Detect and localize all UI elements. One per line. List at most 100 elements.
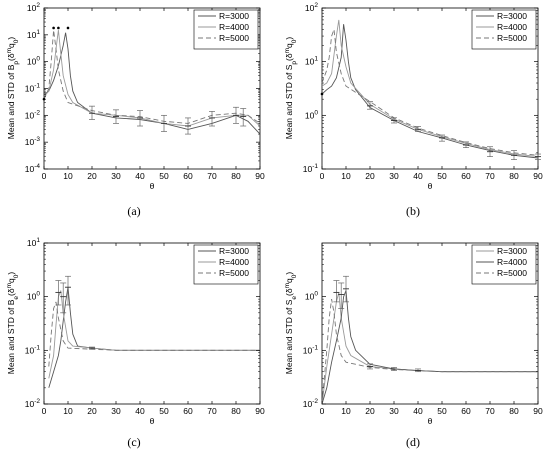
x-tick-label-a: 30	[111, 171, 121, 181]
y-tick-label-d: 100	[305, 291, 318, 302]
legend-box-c	[193, 244, 259, 285]
x-tick-label-c: 30	[111, 406, 121, 416]
y-ticks-c: 10-2 10-1 100 101	[25, 237, 260, 409]
x-tick-label-a: 80	[231, 171, 241, 181]
x-tick-label-b: 20	[365, 171, 375, 181]
x-tick-label-d: 60	[461, 406, 471, 416]
series-line-a-r4000	[43, 30, 261, 127]
caption-c: (c)	[127, 435, 140, 449]
y-ticks-d: 10-2 10-1 100	[303, 245, 538, 409]
x-tick-label-c: 0	[42, 406, 47, 416]
x-tick-label-c: 40	[135, 406, 145, 416]
x-tick-label-d: 70	[485, 406, 495, 416]
y-tick-label-a: 10-1	[25, 83, 41, 94]
marks-d	[321, 275, 538, 405]
legend-label-a: R=4000	[219, 22, 249, 32]
y-tick-label-b: 102	[305, 2, 318, 13]
legend-label-c: R=5000	[219, 268, 249, 278]
x-axis-label-c: θ	[150, 416, 155, 426]
x-tick-label-a: 70	[207, 171, 217, 181]
panel-a: 0 10 20 30 40 50 60 70 80 90 10-410-310-210-11001…	[6, 2, 265, 218]
x-tick-label-d: 20	[365, 406, 375, 416]
y-tick-label-c: 10-1	[25, 344, 41, 355]
x-tick-label-c: 90	[255, 406, 265, 416]
legend-label-d: R=3000	[497, 246, 527, 256]
x-tick-label-b: 0	[320, 171, 325, 181]
legend-label-a: R=3000	[219, 11, 249, 21]
x-tick-label-b: 10	[341, 171, 351, 181]
x-tick-label-c: 20	[87, 406, 97, 416]
y-tick-label-c: 100	[27, 291, 40, 302]
x-tick-label-a: 40	[135, 171, 145, 181]
y-ticks-a: 10-4 10-3 10-2 10-1 100 101 102	[25, 2, 260, 174]
x-tick-label-b: 70	[485, 171, 495, 181]
legend-label-d: R=5000	[497, 268, 527, 278]
x-tick-label-c: 10	[63, 406, 73, 416]
x-tick-label-a: 20	[87, 171, 97, 181]
x-ticks-b: 0 10 20 30 40 50 60 70 80 90	[320, 8, 543, 181]
x-tick-label-b: 30	[389, 171, 399, 181]
x-tick-label-b: 90	[533, 171, 543, 181]
y-tick-label-b: 101	[305, 56, 318, 67]
legend-box-d	[471, 244, 537, 285]
legend-box-b	[471, 9, 537, 50]
x-tick-label-b: 60	[461, 171, 471, 181]
x-tick-label-a: 0	[42, 171, 47, 181]
x-tick-label-d: 90	[533, 406, 543, 416]
legend-label-b: R=5000	[497, 33, 527, 43]
x-tick-label-d: 50	[437, 406, 447, 416]
y-tick-label-a: 102	[27, 2, 40, 13]
y-tick-label-a: 10-4	[25, 163, 41, 174]
legend-label-c: R=4000	[219, 257, 249, 267]
data-marker-a	[66, 26, 70, 30]
y-axis-label-c: Mean and STD of Be(δmq0)	[6, 272, 20, 375]
x-tick-label-d: 80	[509, 406, 519, 416]
x-tick-label-d: 10	[341, 406, 351, 416]
y-tick-label-d: 10-2	[303, 398, 319, 409]
x-tick-label-d: 0	[320, 406, 325, 416]
x-axis-label-b: θ	[428, 181, 433, 191]
y-tick-label-b: 100	[305, 109, 318, 120]
y-tick-label-b: 10-1	[303, 163, 319, 174]
x-tick-label-a: 50	[159, 171, 169, 181]
legend-label-b: R=4000	[497, 22, 527, 32]
x-tick-label-a: 10	[63, 171, 73, 181]
marks-b	[320, 19, 541, 160]
series-line-d-r4000	[321, 290, 538, 405]
marks-a	[42, 26, 261, 135]
y-tick-label-a: 10-3	[25, 136, 41, 147]
legend-box-a	[193, 9, 259, 50]
x-tick-label-c: 60	[183, 406, 193, 416]
y-tick-label-d: 10-1	[303, 344, 319, 355]
x-tick-label-b: 40	[413, 171, 423, 181]
caption-b: (b)	[406, 204, 420, 218]
x-tick-label-a: 60	[183, 171, 193, 181]
x-tick-label-a: 90	[255, 171, 265, 181]
y-ticks-b: 10-1 100 101 102	[303, 2, 538, 174]
series-line-b-r5000	[321, 29, 539, 156]
y-tick-label-a: 101	[27, 29, 40, 40]
data-marker-b	[320, 92, 324, 96]
y-tick-label-c: 101	[27, 237, 40, 248]
panel-b: 0 10 20 30 40 50 60 70 80 90 10-1 100 101 102 θ Mean…	[284, 2, 543, 218]
legend-label-a: R=5000	[219, 33, 249, 43]
x-ticks-d: 0 10 20 30 40 50 60 70 80 90	[320, 243, 543, 416]
legend-label-d: R=4000	[497, 257, 527, 267]
x-tick-label-c: 70	[207, 406, 217, 416]
y-tick-label-a: 10-2	[25, 109, 41, 120]
data-marker-a	[57, 26, 60, 30]
legend-label-b: R=3000	[497, 11, 527, 21]
panel-c: 0 10 20 30 40 50 60 70 80 90 10-2 10-1 100 101 θ Mea…	[6, 237, 265, 449]
series-line-b-r4000	[321, 19, 539, 158]
x-ticks-a: 0 10 20 30 40 50 60 70 80 90	[42, 8, 265, 181]
y-tick-label-a: 100	[27, 56, 40, 67]
caption-d: (d)	[406, 435, 420, 449]
x-axis-label-d: θ	[428, 416, 433, 426]
x-tick-label-c: 50	[159, 406, 169, 416]
legend-label-c: R=3000	[219, 246, 249, 256]
y-tick-label-c: 10-2	[25, 398, 41, 409]
